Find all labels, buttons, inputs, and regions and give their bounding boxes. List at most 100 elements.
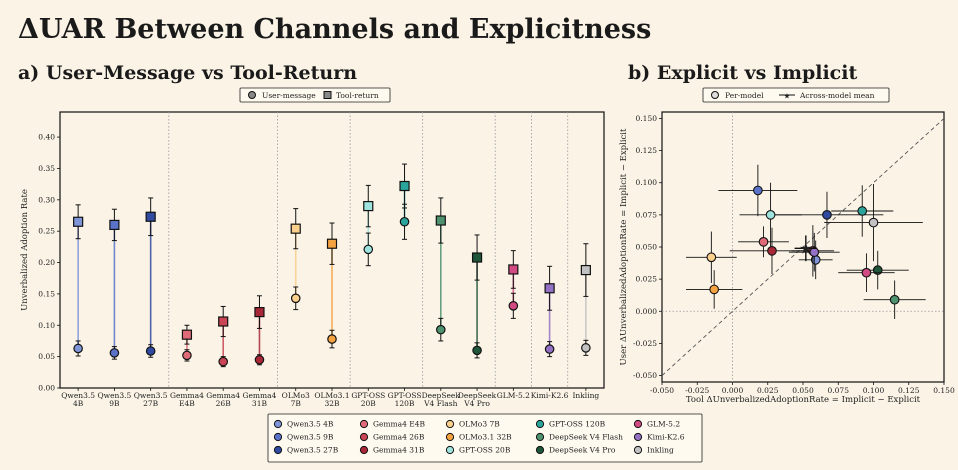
per-model-point <box>822 210 832 220</box>
user-message-point <box>218 356 228 367</box>
x-tick-label-a: E4B <box>179 399 195 408</box>
model-legend-marker <box>445 432 455 442</box>
model-legend-label: GPT-OSS 20B <box>459 446 511 455</box>
per-model-point <box>709 284 720 295</box>
legend-frame-b <box>702 87 890 103</box>
y-tick-label-a: 0.00 <box>38 384 55 393</box>
panel-a-title: a) User-Message vs Tool-Return <box>18 62 358 84</box>
y-tick-label-b: 0.125 <box>636 146 658 155</box>
legend-tool-label: Tool-return <box>336 91 379 100</box>
x-tick-label-b: 0.050 <box>792 386 814 395</box>
tool-return-point <box>109 219 120 231</box>
y-tick-label-a: 0.05 <box>38 352 55 361</box>
per-model-point <box>765 210 776 220</box>
diagonal-line <box>661 118 945 376</box>
tool-return-point <box>435 215 446 226</box>
tool-return-point <box>508 264 519 275</box>
y-tick-label-a: 0.40 <box>38 133 55 142</box>
model-legend-marker <box>273 432 283 442</box>
x-tick-label-b: 0.075 <box>828 386 850 395</box>
model-legend-label: OLMo3.1 32B <box>459 433 512 442</box>
y-tick-label-b: -0.050 <box>633 371 657 380</box>
tool-return-point <box>145 211 156 222</box>
tool-return-point <box>73 216 84 227</box>
per-model-point <box>868 217 879 228</box>
user-message-point <box>73 343 83 354</box>
tool-return-point <box>363 200 374 212</box>
y-tick-label-b: -0.025 <box>633 339 657 348</box>
model-legend-label: Gemma4 26B <box>373 433 425 442</box>
model-legend-marker <box>359 419 369 429</box>
model-legend-marker <box>445 445 455 455</box>
user-message-point <box>435 324 446 335</box>
x-tick-label-b: 0.150 <box>933 386 955 395</box>
x-tick-label-a: 9B <box>109 399 120 408</box>
legend-mean-label: Across-model mean <box>799 91 875 100</box>
model-legend-marker <box>273 445 283 455</box>
model-legend-label: Qwen3.5 27B <box>287 446 339 455</box>
model-legend-marker <box>535 419 545 429</box>
x-tick-label-b: 0.100 <box>863 386 885 395</box>
model-legend-marker <box>445 419 455 429</box>
x-tick-label-a: Kimi-K2.6 <box>531 391 569 400</box>
y-axis-label-a: Unverbalized Adoption Rate <box>20 189 30 311</box>
x-tick-label-b: 0.025 <box>757 386 779 395</box>
y-tick-label-b: 0.000 <box>636 307 658 316</box>
tool-return-point <box>290 223 301 234</box>
x-tick-label-a: DeepSeek <box>458 391 497 400</box>
user-message-point <box>544 344 555 354</box>
tool-return-point <box>218 316 229 327</box>
x-tick-label-a: Qwen3.5 <box>134 391 168 400</box>
x-tick-label-b: -0.025 <box>685 386 709 395</box>
user-message-point <box>363 244 374 255</box>
per-model-point <box>767 246 777 256</box>
y-tick-label-b: 0.075 <box>636 210 658 219</box>
model-legend-label: Gemma4 31B <box>373 446 425 455</box>
user-message-point <box>472 345 482 356</box>
y-tick-label-a: 0.20 <box>38 258 55 267</box>
x-tick-label-a: 4B <box>73 399 84 408</box>
x-tick-label-a: Qwen3.5 <box>61 391 95 400</box>
model-legend-marker <box>535 432 545 442</box>
model-legend-label: GLM-5.2 <box>647 420 680 429</box>
x-tick-label-a: OLMo3.1 <box>314 391 349 400</box>
x-tick-label-a: Gemma4 <box>243 391 277 400</box>
model-legend-label: Kimi-K2.6 <box>647 433 685 442</box>
user-message-point <box>254 354 265 365</box>
x-tick-label-b: 0.125 <box>898 386 920 395</box>
model-legend-marker <box>535 445 545 455</box>
x-tick-label-a: GLM-5.2 <box>497 391 530 400</box>
model-legend-label: GPT-OSS 120B <box>549 420 606 429</box>
model-legend-marker <box>273 419 283 429</box>
user-message-point <box>327 334 337 344</box>
model-legend-label: Qwen3.5 4B <box>287 420 334 429</box>
x-tick-label-a: 120B <box>395 399 415 408</box>
x-tick-label-b: -0.050 <box>650 386 674 395</box>
model-legend-marker <box>359 432 369 442</box>
y-tick-label-b: 0.100 <box>636 178 658 187</box>
per-model-point <box>861 267 872 278</box>
y-tick-label-a: 0.10 <box>38 321 55 330</box>
user-message-point <box>399 216 410 227</box>
model-legend-label: Gemma4 E4B <box>373 420 426 429</box>
x-tick-label-a: Inkling <box>572 391 599 400</box>
user-message-point <box>145 346 156 356</box>
user-message-point <box>290 293 301 304</box>
y-tick-label-a: 0.15 <box>38 289 55 298</box>
x-tick-label-a: Gemma4 <box>206 391 240 400</box>
x-tick-label-b: 0.000 <box>722 386 744 395</box>
tool-return-point <box>254 307 265 318</box>
y-tick-label-b: 0.025 <box>636 275 658 284</box>
panel-b-title: b) Explicit vs Implicit <box>628 62 858 84</box>
model-legend-marker <box>633 445 643 455</box>
model-legend-label: OLMo3 7B <box>459 420 500 429</box>
legend-per-model-marker <box>711 91 719 99</box>
x-tick-label-a: 27B <box>143 399 159 408</box>
per-model-point <box>706 252 717 263</box>
x-tick-label-a: 31B <box>252 399 268 408</box>
x-tick-label-a: GPT-OSS <box>388 391 422 400</box>
legend-tool-marker <box>323 91 332 99</box>
y-tick-label-a: 0.25 <box>38 227 55 236</box>
per-model-point <box>753 185 763 196</box>
